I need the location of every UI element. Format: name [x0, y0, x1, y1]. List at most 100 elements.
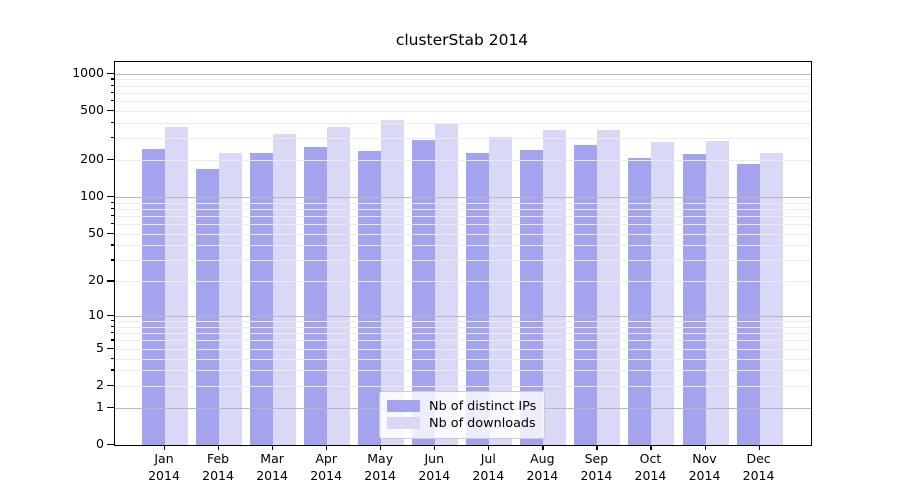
- y-minor-tick-mark: [111, 121, 114, 124]
- minor-gridline: [115, 138, 811, 140]
- x-tick-year: 2014: [688, 467, 721, 483]
- legend-label-downloads: Nb of downloads: [429, 415, 536, 431]
- x-tick-label: Sep 2014: [566, 451, 626, 484]
- x-tick-mark: [650, 445, 652, 450]
- y-tick-label: 1000: [72, 64, 104, 80]
- minor-gridline: [115, 92, 811, 94]
- y-minor-tick-mark: [111, 369, 114, 371]
- minor-gridline: [115, 224, 811, 226]
- x-tick-year: 2014: [634, 467, 667, 483]
- x-tick-month: Jan: [154, 451, 174, 466]
- legend-swatch-distinct-ips: [387, 400, 420, 412]
- x-tick-month: May: [367, 451, 394, 466]
- bar-distinct-ips-may: [358, 151, 382, 445]
- x-tick-year: 2014: [418, 467, 451, 483]
- minor-gridline: [115, 159, 811, 161]
- minor-gridline: [115, 101, 811, 103]
- x-tick-label: Jul 2014: [458, 451, 518, 484]
- x-tick-label: Aug 2014: [512, 451, 572, 484]
- legend: Nb of distinct IPs Nb of downloads: [379, 391, 545, 439]
- y-minor-tick-mark: [111, 84, 114, 86]
- y-minor-tick-mark: [111, 357, 114, 359]
- x-tick-label: Apr 2014: [296, 451, 356, 484]
- legend-item-downloads: Nb of downloads: [387, 415, 536, 431]
- minor-gridline: [115, 370, 811, 372]
- x-tick-month: Nov: [692, 451, 717, 466]
- y-minor-tick-mark: [111, 244, 114, 246]
- minor-gridline: [115, 79, 811, 81]
- y-minor-tick-mark: [111, 91, 114, 94]
- bar-distinct-ips-dec: [736, 163, 760, 445]
- minor-gridline: [115, 326, 811, 328]
- x-tick-mark: [326, 445, 328, 450]
- bar-distinct-ips-jan: [142, 148, 165, 445]
- x-tick-mark: [596, 445, 598, 450]
- y-tick-mark: [107, 384, 114, 387]
- bar-distinct-ips-apr: [304, 146, 328, 445]
- plot-area: [114, 61, 812, 446]
- bar-downloads-apr: [327, 127, 351, 445]
- bar-downloads-feb: [219, 153, 243, 445]
- minor-gridline: [115, 281, 811, 283]
- bar-downloads-sep: [597, 129, 621, 445]
- major-gridline: [115, 316, 811, 318]
- minor-gridline: [115, 233, 811, 235]
- x-tick-year: 2014: [202, 467, 234, 483]
- y-tick-label: 500: [80, 101, 104, 117]
- y-minor-tick-mark: [111, 325, 114, 328]
- y-tick-mark: [107, 158, 114, 161]
- bar-downloads-oct: [651, 141, 675, 445]
- minor-gridline: [115, 110, 811, 112]
- y-minor-tick-mark: [111, 214, 114, 217]
- x-tick-mark: [272, 445, 274, 450]
- y-minor-tick-mark: [111, 320, 114, 322]
- minor-gridline: [115, 348, 811, 350]
- major-gridline: [115, 73, 811, 75]
- bar-distinct-ips-mar: [250, 152, 274, 445]
- x-tick-label: Nov 2014: [675, 451, 735, 484]
- x-tick-mark: [218, 445, 220, 450]
- minor-gridline: [115, 122, 811, 124]
- x-tick-year: 2014: [148, 467, 180, 483]
- y-tick-mark: [107, 406, 114, 408]
- y-tick-label: 50: [88, 224, 104, 240]
- minor-gridline: [115, 260, 811, 262]
- minor-gridline: [115, 215, 811, 217]
- bar-downloads-jun: [435, 124, 459, 445]
- y-minor-tick-mark: [111, 332, 114, 334]
- y-minor-tick-mark: [111, 207, 114, 209]
- minor-gridline: [115, 245, 811, 247]
- x-tick-label: May 2014: [350, 451, 410, 484]
- x-tick-label: Dec 2014: [729, 451, 789, 484]
- x-tick-month: Feb: [206, 451, 230, 466]
- x-tick-year: 2014: [472, 467, 505, 483]
- x-tick-label: Mar 2014: [242, 451, 302, 484]
- bar-distinct-ips-oct: [628, 158, 652, 445]
- x-tick-month: Dec: [746, 451, 771, 466]
- y-tick-mark: [107, 315, 114, 317]
- x-tick-mark: [380, 445, 382, 450]
- x-tick-label: Feb 2014: [188, 451, 248, 484]
- y-tick-label: 0: [96, 436, 104, 451]
- x-tick-month: Oct: [639, 451, 662, 466]
- bar-downloads-nov: [705, 140, 729, 445]
- y-tick-label: 100: [80, 187, 104, 203]
- y-tick-mark: [107, 195, 114, 198]
- y-tick-mark: [107, 72, 114, 74]
- chart-title: clusterStab 2014: [395, 31, 529, 49]
- y-minor-tick-mark: [111, 137, 114, 139]
- y-tick-label: 200: [80, 150, 104, 166]
- bar-downloads-aug: [543, 129, 567, 445]
- x-tick-month: Jul: [480, 451, 496, 466]
- x-tick-year: 2014: [526, 467, 559, 483]
- y-tick-label: 5: [96, 339, 104, 355]
- y-minor-tick-mark: [111, 223, 114, 225]
- x-tick-year: 2014: [364, 467, 397, 483]
- minor-gridline: [115, 340, 811, 342]
- bar-distinct-ips-nov: [682, 153, 706, 445]
- x-tick-mark: [704, 445, 706, 450]
- minor-gridline: [115, 385, 811, 387]
- y-tick-mark: [107, 109, 114, 112]
- x-tick-month: Aug: [530, 451, 555, 466]
- x-tick-label: Jun 2014: [404, 451, 464, 484]
